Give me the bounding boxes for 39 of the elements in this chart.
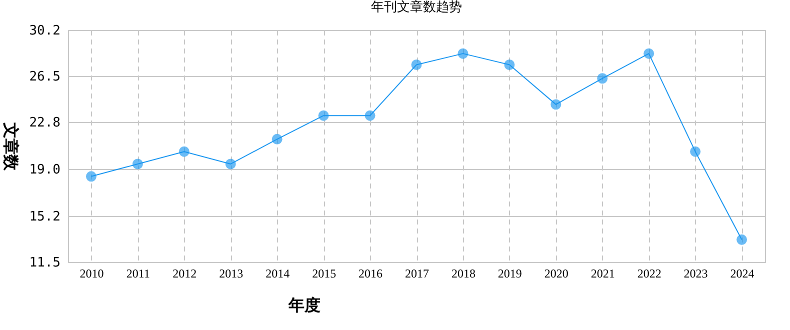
x-tick-label: 2020 (544, 266, 568, 280)
x-tick-label: 2012 (172, 266, 197, 280)
x-tick-label: 2013 (219, 266, 244, 280)
point (132, 158, 143, 170)
y-tick-label: 30.2 (29, 24, 60, 38)
point (458, 48, 468, 59)
point (411, 60, 422, 70)
x-tick-label: 2016 (358, 266, 383, 280)
x-tick-label: 2022 (637, 266, 662, 280)
point (504, 60, 515, 70)
x-tick-label: 2014 (266, 266, 290, 280)
point (86, 171, 96, 182)
x-tick-label: 2018 (451, 266, 476, 280)
y-tick-label: 22.8 (29, 115, 60, 130)
point (550, 99, 562, 110)
x-tick-label: 2019 (498, 266, 522, 280)
point (364, 110, 376, 121)
chart-title: 年刊文章数趋势 (371, 0, 462, 14)
x-tick-label: 2015 (312, 266, 336, 280)
point (597, 73, 608, 84)
y-tick-label: 15.2 (29, 210, 60, 225)
x-tick-label: 2010 (80, 266, 104, 280)
y-tick-label: 26.5 (29, 69, 60, 84)
point (225, 158, 236, 170)
point (318, 110, 329, 121)
x-tick-label: 2021 (590, 266, 615, 280)
point (272, 134, 282, 144)
y-tick-label: 19.0 (29, 162, 60, 178)
y-tick-label: 11.5 (29, 256, 60, 270)
x-tick-label: 2023 (684, 266, 708, 280)
x-tick-label: 2011 (126, 266, 150, 280)
point (644, 48, 654, 59)
point (736, 234, 748, 245)
point (690, 146, 701, 157)
point (178, 146, 190, 157)
x-tick-label: 2024 (730, 266, 754, 280)
x-axis-title: 年度 (288, 296, 320, 314)
y-axis-title: 文章数 (2, 122, 20, 172)
x-tick-label: 2017 (405, 266, 429, 280)
